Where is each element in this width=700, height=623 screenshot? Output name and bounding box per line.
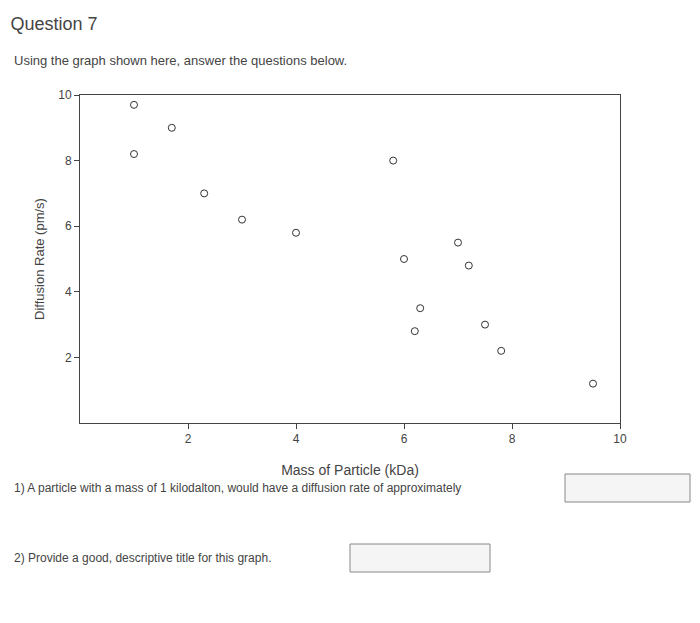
svg-text:Mass of Particle (kDa): Mass of Particle (kDa) [281,462,419,478]
svg-text:2) Provide a good, descriptive: 2) Provide a good, descriptive title for… [14,551,271,565]
svg-text:2: 2 [65,351,72,365]
svg-text:1) A particle with a mass of 1: 1) A particle with a mass of 1 kilodalto… [14,481,461,495]
svg-text:2: 2 [185,432,192,446]
svg-text:Question 7: Question 7 [11,14,98,34]
svg-text:8: 8 [65,154,72,168]
svg-text:Diffusion Rate (pm/s): Diffusion Rate (pm/s) [32,198,47,320]
svg-text:4: 4 [65,285,72,299]
svg-text:8: 8 [509,432,516,446]
svg-text:10: 10 [613,432,627,446]
svg-text:10: 10 [58,88,72,102]
svg-text:Using the graph shown here, an: Using the graph shown here, answer the q… [14,53,347,68]
svg-text:6: 6 [65,219,72,233]
svg-text:6: 6 [401,432,408,446]
svg-text:4: 4 [293,432,300,446]
